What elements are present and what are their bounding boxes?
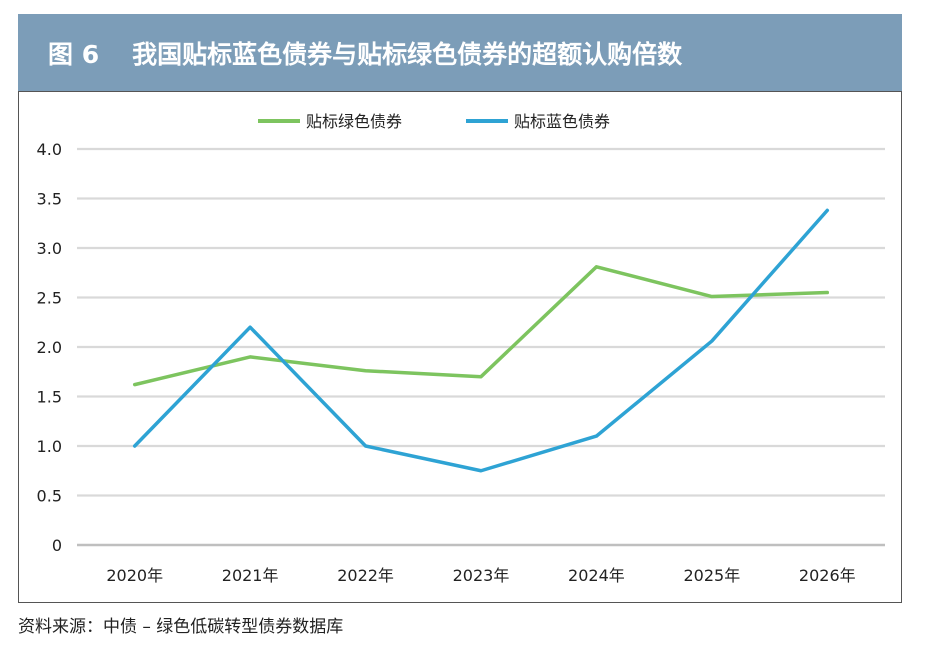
legend-label: 贴标绿色债券 [306,112,402,131]
y-tick-label: 1.0 [37,437,62,456]
y-tick-label: 2.0 [37,338,62,357]
series-line-blue [132,208,830,473]
y-tick-label: 1.5 [37,388,62,407]
x-tick-label: 2021年 [222,566,279,585]
x-tick-label: 2023年 [453,566,510,585]
legend-label: 贴标蓝色债券 [514,112,610,131]
y-tick-label: 0 [52,536,62,555]
x-tick-label: 2020年 [106,566,163,585]
series-line-green [132,265,830,387]
y-tick-label: 3.0 [37,239,62,258]
x-tick-label: 2022年 [337,566,394,585]
figure-label: 图 6 [48,39,100,69]
x-tick-label: 2025年 [683,566,740,585]
x-tick-label: 2026年 [799,566,856,585]
y-tick-label: 3.5 [37,190,62,209]
x-tick-label: 2024年 [568,566,625,585]
y-tick-label: 4.0 [37,140,62,159]
chart-frame: 0 0.5 1.0 1.5 2.0 2.5 3.0 3.5 4.0 2020年 2021年 2022年… [18,91,902,603]
figure-title: 我国贴标蓝色债券与贴标绿色债券的超额认购倍数 [132,39,683,69]
source-note: 资料来源：中债 – 绿色低碳转型债券数据库 [18,617,344,637]
figure-title-bar: 图 6 我国贴标蓝色债券与贴标绿色债券的超额认购倍数 [18,14,902,91]
y-tick-label: 0.5 [37,487,62,506]
line-chart: 0 0.5 1.0 1.5 2.0 2.5 3.0 3.5 4.0 2020年 2021年 2022年… [37,112,885,585]
y-tick-label: 2.5 [37,289,62,308]
